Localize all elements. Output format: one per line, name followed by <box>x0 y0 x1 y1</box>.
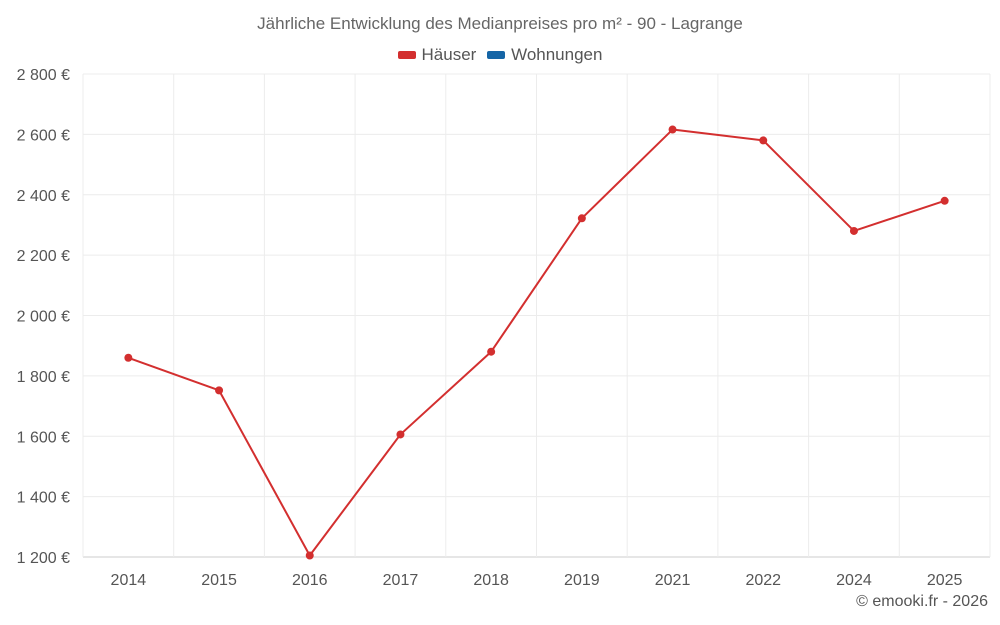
legend-item-haeuser[interactable]: Häuser <box>397 45 477 65</box>
y-tick-label: 1 600 € <box>17 429 70 446</box>
data-point <box>759 136 768 145</box>
data-point <box>940 196 949 205</box>
y-tick-label: 2 200 € <box>17 248 70 265</box>
y-tick-label: 1 800 € <box>17 369 70 386</box>
credit-text: © emooki.fr - 2026 <box>856 593 988 610</box>
x-tick-label: 2017 <box>383 572 419 589</box>
x-tick-label: 2024 <box>836 572 872 589</box>
x-tick-label: 2021 <box>655 572 691 589</box>
data-point <box>305 551 314 560</box>
legend: Häuser Wohnungen <box>0 44 1000 65</box>
data-point <box>215 386 224 395</box>
data-point <box>487 347 496 356</box>
x-tick-label: 2016 <box>292 572 328 589</box>
legend-item-wohnungen[interactable]: Wohnungen <box>487 45 602 65</box>
chart-title: Jährliche Entwicklung des Medianpreises … <box>257 14 743 33</box>
data-point <box>396 430 405 439</box>
data-point <box>668 125 677 134</box>
x-tick-label: 2018 <box>473 572 509 589</box>
series-line <box>128 128 945 557</box>
legend-swatch-haeuser <box>397 51 416 59</box>
legend-label-haeuser: Häuser <box>421 45 477 64</box>
data-point <box>577 214 586 223</box>
x-tick-label: 2019 <box>564 572 600 589</box>
legend-swatch-wohnungen <box>487 51 506 59</box>
data-point <box>849 226 858 235</box>
y-tick-label: 2 400 € <box>17 188 70 205</box>
x-tick-label: 2015 <box>201 572 237 589</box>
legend-label-wohnungen: Wohnungen <box>511 45 603 64</box>
y-tick-label: 2 000 € <box>17 309 70 326</box>
y-tick-label: 2 800 € <box>17 67 70 84</box>
y-tick-label: 1 400 € <box>17 490 70 507</box>
data-point <box>124 353 133 362</box>
y-tick-label: 2 600 € <box>17 127 70 144</box>
y-tick-label: 1 200 € <box>17 550 70 567</box>
x-tick-label: 2025 <box>927 572 963 589</box>
x-tick-label: 2022 <box>745 572 781 589</box>
x-tick-label: 2014 <box>111 572 147 589</box>
